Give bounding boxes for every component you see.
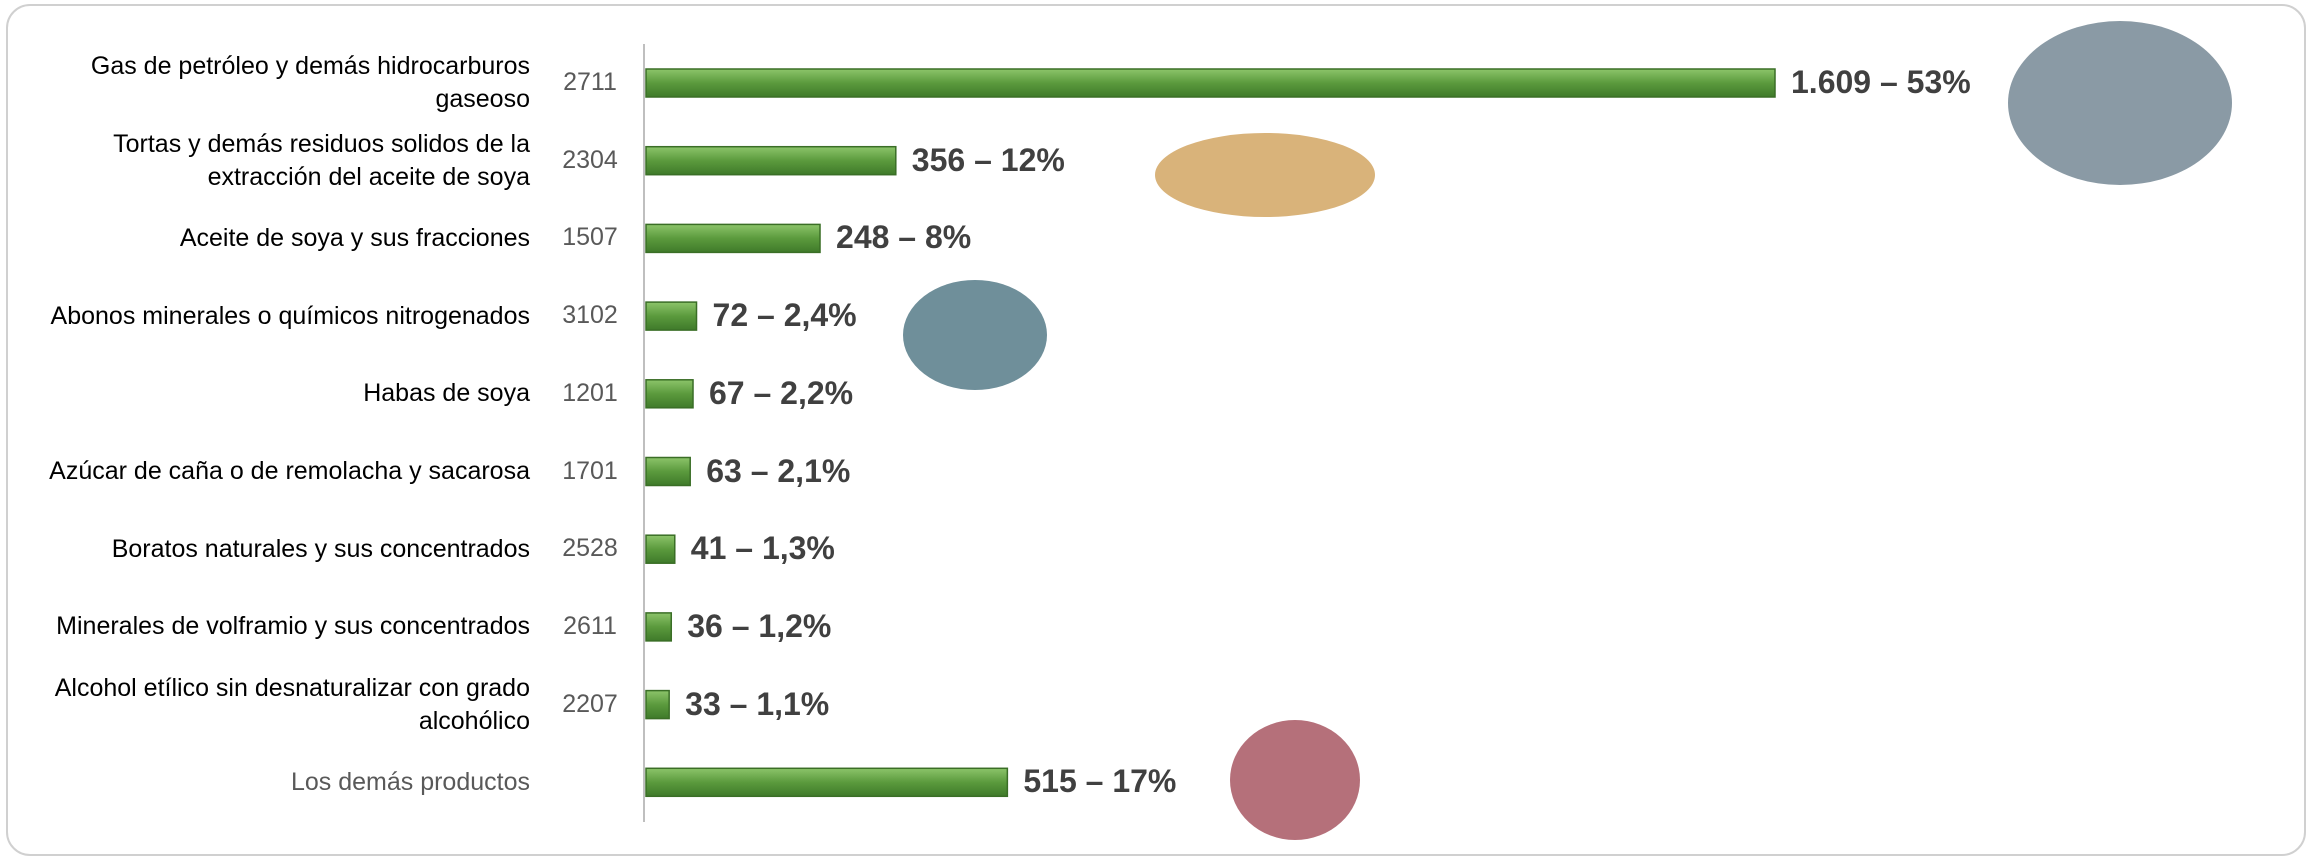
value-label: 1.609 – 53% — [1791, 64, 1971, 100]
bar — [645, 767, 1009, 798]
bar — [645, 68, 1776, 98]
value-label: 356 – 12% — [911, 141, 1065, 178]
value-label: 33 – 1,1% — [685, 685, 830, 722]
bar — [645, 145, 897, 176]
code-label: 2207 — [562, 689, 618, 718]
code-label: 2304 — [562, 145, 618, 174]
code-label: 2711 — [563, 68, 617, 96]
value-label: 72 – 2,4% — [712, 297, 857, 334]
category-label: Gas de petróleo y demás hidrocarburos ga… — [90, 52, 530, 113]
photo — [2008, 21, 2232, 185]
category-label: Abonos minerales o químicos nitrogenados — [50, 301, 530, 330]
value-label: 515 – 17% — [1023, 763, 1177, 800]
category-label: Habas de soya — [363, 379, 530, 408]
bar — [645, 456, 691, 487]
bar — [645, 534, 676, 564]
bar — [645, 223, 821, 254]
photo — [1155, 133, 1375, 217]
bar — [645, 379, 694, 409]
category-label: Tortas y demás residuos solidos de la ex… — [113, 129, 530, 191]
value-label: 41 – 1,3% — [690, 530, 835, 567]
value-label: 248 – 8% — [836, 219, 972, 256]
category-label: Aceite de soya y sus fracciones — [179, 223, 530, 252]
bar — [645, 612, 673, 642]
code-label: 2528 — [562, 534, 618, 563]
photo — [903, 280, 1047, 390]
category-label: Minerales de volframio y sus concentrado… — [56, 612, 530, 641]
category-label: Boratos naturales y sus concentrados — [111, 534, 530, 563]
code-label: 2611 — [563, 611, 617, 640]
value-label: 36 – 1,2% — [687, 607, 832, 644]
code-label: 3102 — [562, 301, 618, 330]
value-label: 67 – 2,2% — [709, 374, 854, 411]
category-label: Los demás productos — [290, 767, 530, 796]
bar — [645, 301, 698, 331]
code-label: 1701 — [562, 456, 618, 485]
photo — [1230, 720, 1360, 840]
value-label: 63 – 2,1% — [706, 452, 851, 489]
category-label: Alcohol etílico sin desnaturalizar con g… — [54, 673, 530, 735]
code-label: 1507 — [562, 223, 618, 252]
bar — [645, 689, 670, 720]
code-label: 1201 — [562, 378, 618, 407]
frame — [6, 4, 2306, 856]
category-label: Azúcar de caña o de remolacha y sacarosa — [49, 457, 530, 485]
